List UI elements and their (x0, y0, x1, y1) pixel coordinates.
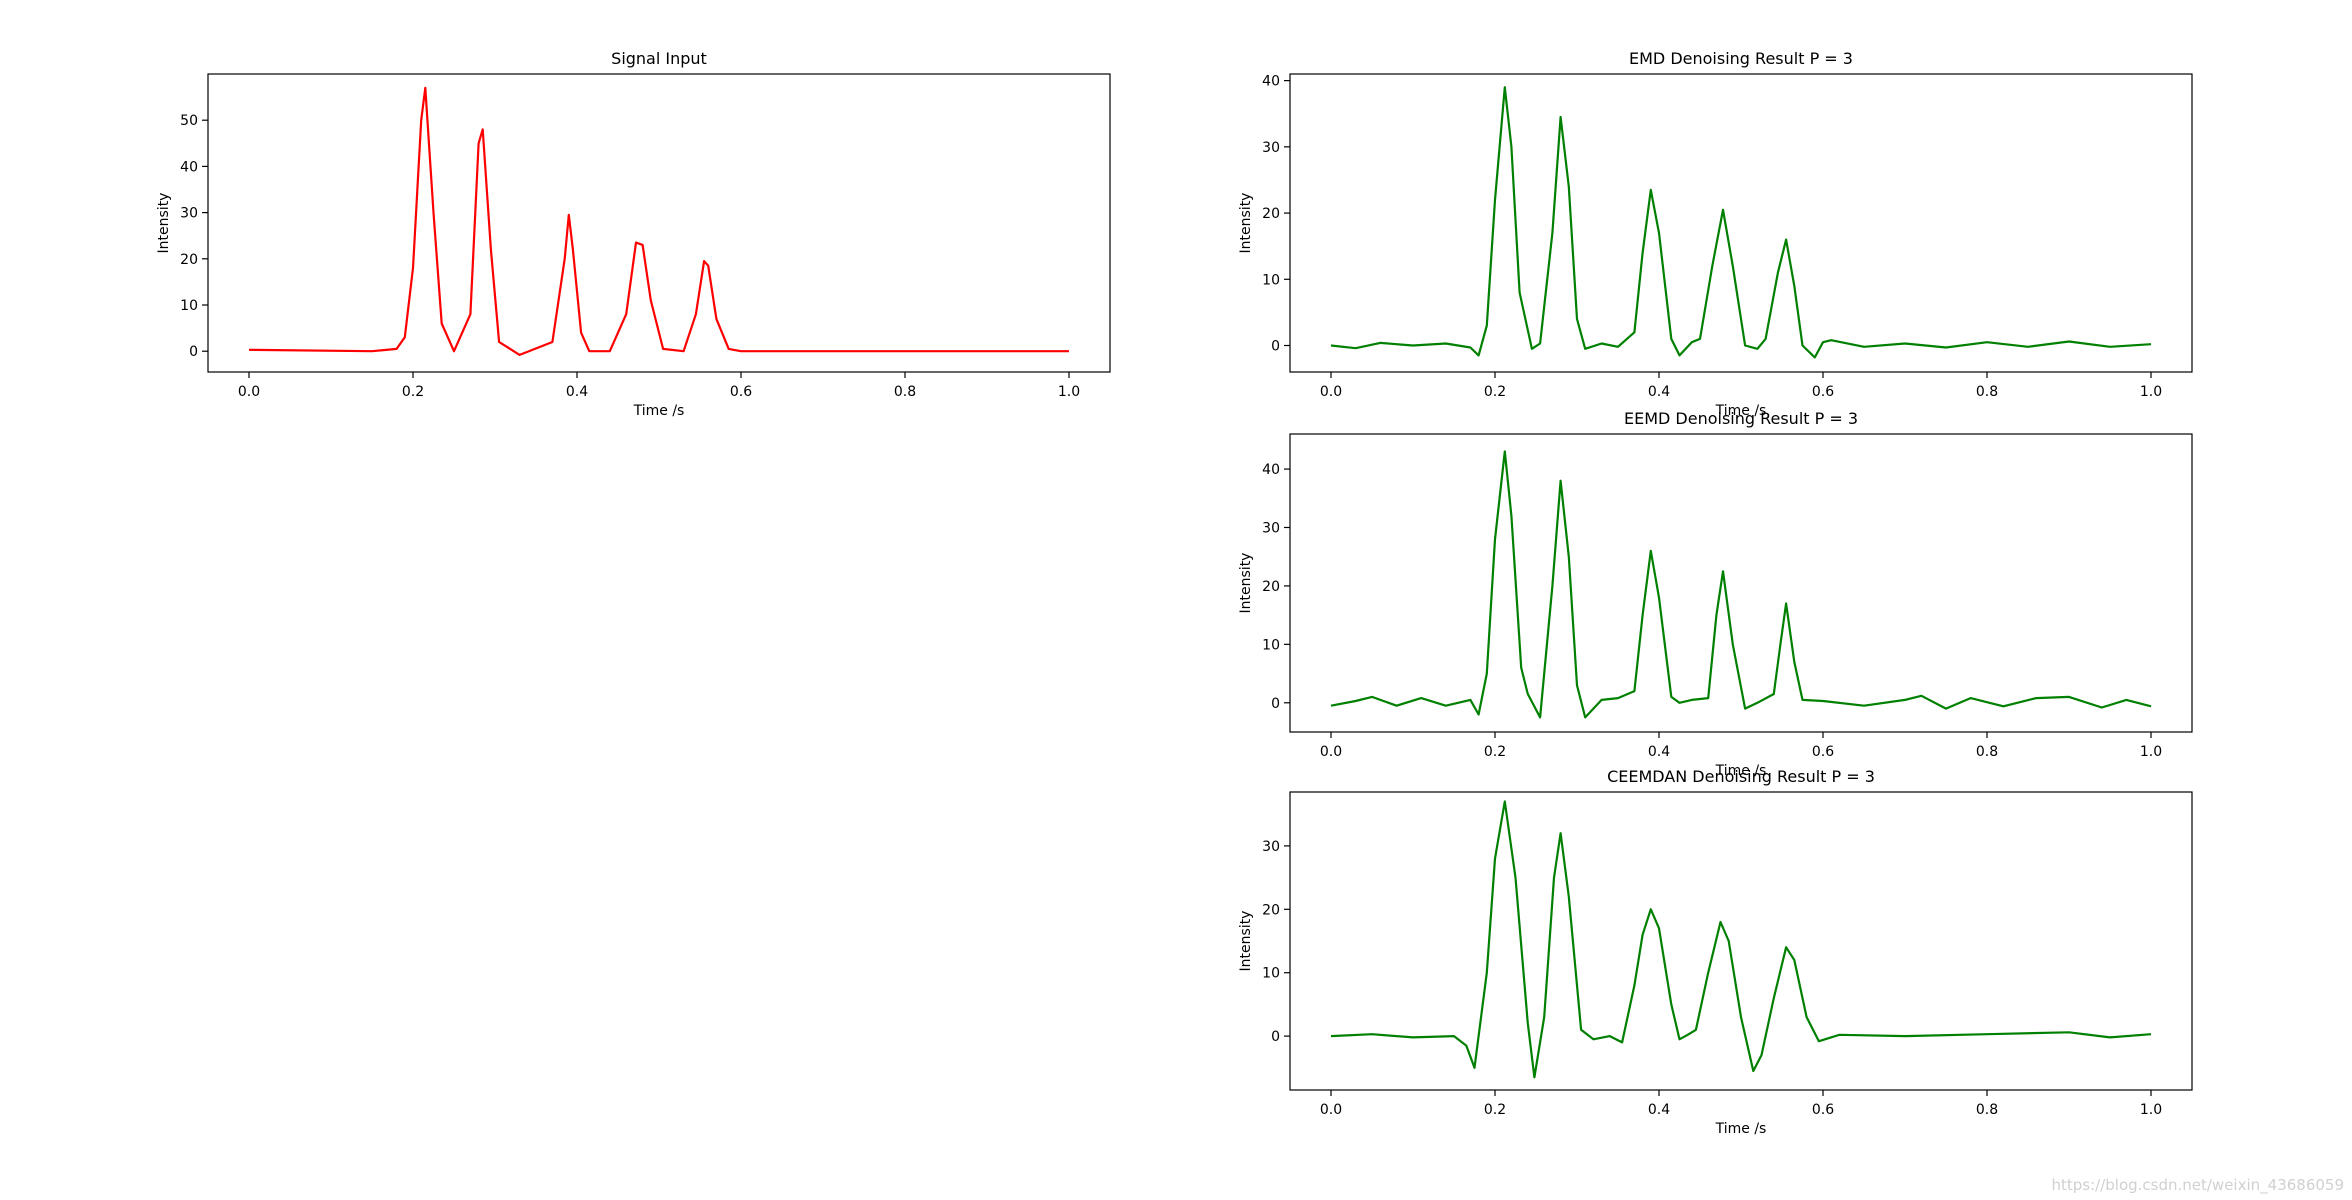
y-tick-label-ceemdan: 0 (1271, 1029, 1280, 1045)
chart-ceemdan: 0.0 0.2 0.4 0.6 0.8 1.0 0 10 20 30 CEEMDAN Denoisi… (1238, 767, 2193, 1137)
x-tick-label-emd: 0.2 (1484, 384, 1506, 400)
y-tick-label-signal-input: 20 (180, 252, 198, 268)
y-tick-label-ceemdan: 20 (1262, 902, 1280, 918)
chart-title-eemd: EEMD Denoising Result P = 3 (1624, 409, 1858, 428)
chart-emd: 0.0 0.2 0.4 0.6 0.8 1.0 0 10 20 30 40 EMD Denoising… (1238, 49, 2193, 419)
axes-frame-emd (1289, 73, 2193, 373)
x-tick-label-eemd: 0.8 (1976, 744, 1998, 760)
y-axis-label-eemd: Intensity (1238, 553, 1254, 614)
y-axis-label-emd: Intensity (1238, 193, 1254, 254)
x-axis-label-emd: Time /s (1715, 403, 1767, 419)
y-tick-label-emd: 30 (1262, 140, 1280, 156)
y-tick-label-ceemdan: 30 (1262, 839, 1280, 855)
y-tick-label-signal-input: 50 (180, 113, 198, 129)
x-tick-label-eemd: 0.2 (1484, 744, 1506, 760)
y-tick-label-eemd: 20 (1262, 579, 1280, 595)
series-line-ceemdan (1330, 800, 2152, 1079)
x-tick-label-ceemdan: 1.0 (2140, 1102, 2162, 1118)
x-tick-label-signal-input: 0.2 (402, 384, 424, 400)
x-tick-label-ceemdan: 0.8 (1976, 1102, 1998, 1118)
y-tick-label-signal-input: 30 (180, 206, 198, 222)
x-tick-label-eemd: 0.0 (1320, 744, 1342, 760)
x-tick-label-eemd: 0.4 (1648, 744, 1670, 760)
y-axis-label-ceemdan: Intensity (1238, 911, 1254, 972)
x-tick-label-ceemdan: 0.2 (1484, 1102, 1506, 1118)
axes-frame-ceemdan (1289, 791, 2193, 1091)
x-tick-label-signal-input: 1.0 (1058, 384, 1080, 400)
x-tick-label-signal-input: 0.6 (730, 384, 752, 400)
y-tick-label-emd: 20 (1262, 206, 1280, 222)
x-tick-label-signal-input: 0.8 (894, 384, 916, 400)
x-tick-label-emd: 0.6 (1812, 384, 1834, 400)
x-tick-label-ceemdan: 0.0 (1320, 1102, 1342, 1118)
chart-eemd: 0.0 0.2 0.4 0.6 0.8 1.0 0 10 20 30 40 EEMD Denoisin… (1238, 409, 2193, 779)
y-tick-label-emd: 0 (1271, 339, 1280, 355)
x-tick-label-emd: 1.0 (2140, 384, 2162, 400)
watermark-text: https://blog.csdn.net/weixin_43686059 (2051, 1176, 2344, 1194)
x-tick-label-eemd: 0.6 (1812, 744, 1834, 760)
chart-title-emd: EMD Denoising Result P = 3 (1629, 49, 1853, 68)
y-tick-label-signal-input: 40 (180, 159, 198, 175)
x-tick-label-emd: 0.0 (1320, 384, 1342, 400)
x-tick-label-eemd: 1.0 (2140, 744, 2162, 760)
y-tick-label-signal-input: 10 (180, 298, 198, 314)
y-tick-label-ceemdan: 10 (1262, 966, 1280, 982)
y-axis-label-signal-input: Intensity (156, 193, 172, 254)
chart-title-ceemdan: CEEMDAN Denoising Result P = 3 (1607, 767, 1875, 786)
y-tick-label-eemd: 0 (1271, 696, 1280, 712)
y-tick-label-eemd: 30 (1262, 520, 1280, 536)
x-axis-label-eemd: Time /s (1715, 763, 1767, 779)
y-tick-label-emd: 40 (1262, 74, 1280, 90)
chart-title-signal-input: Signal Input (611, 49, 707, 68)
x-axis-label-ceemdan: Time /s (1715, 1121, 1767, 1137)
y-tick-label-eemd: 40 (1262, 462, 1280, 478)
x-axis-label-signal-input: Time /s (633, 403, 685, 419)
series-line-signal-input (248, 86, 1069, 356)
axes-frame-eemd (1289, 433, 2193, 733)
series-line-emd (1330, 86, 2152, 359)
axes-frame-signal-input (207, 73, 1111, 373)
y-tick-label-eemd: 10 (1262, 637, 1280, 653)
x-tick-label-emd: 0.8 (1976, 384, 1998, 400)
y-tick-label-emd: 10 (1262, 272, 1280, 288)
series-line-eemd (1330, 450, 2152, 719)
y-tick-label-signal-input: 0 (189, 344, 198, 360)
chart-signal-input: 0.0 0.2 0.4 0.6 0.8 1.0 0 10 20 30 40 50 Signal Inpu… (156, 49, 1111, 419)
x-tick-label-signal-input: 0.4 (566, 384, 588, 400)
x-tick-label-ceemdan: 0.6 (1812, 1102, 1834, 1118)
x-tick-label-ceemdan: 0.4 (1648, 1102, 1670, 1118)
x-tick-label-emd: 0.4 (1648, 384, 1670, 400)
x-tick-label-signal-input: 0.0 (238, 384, 260, 400)
